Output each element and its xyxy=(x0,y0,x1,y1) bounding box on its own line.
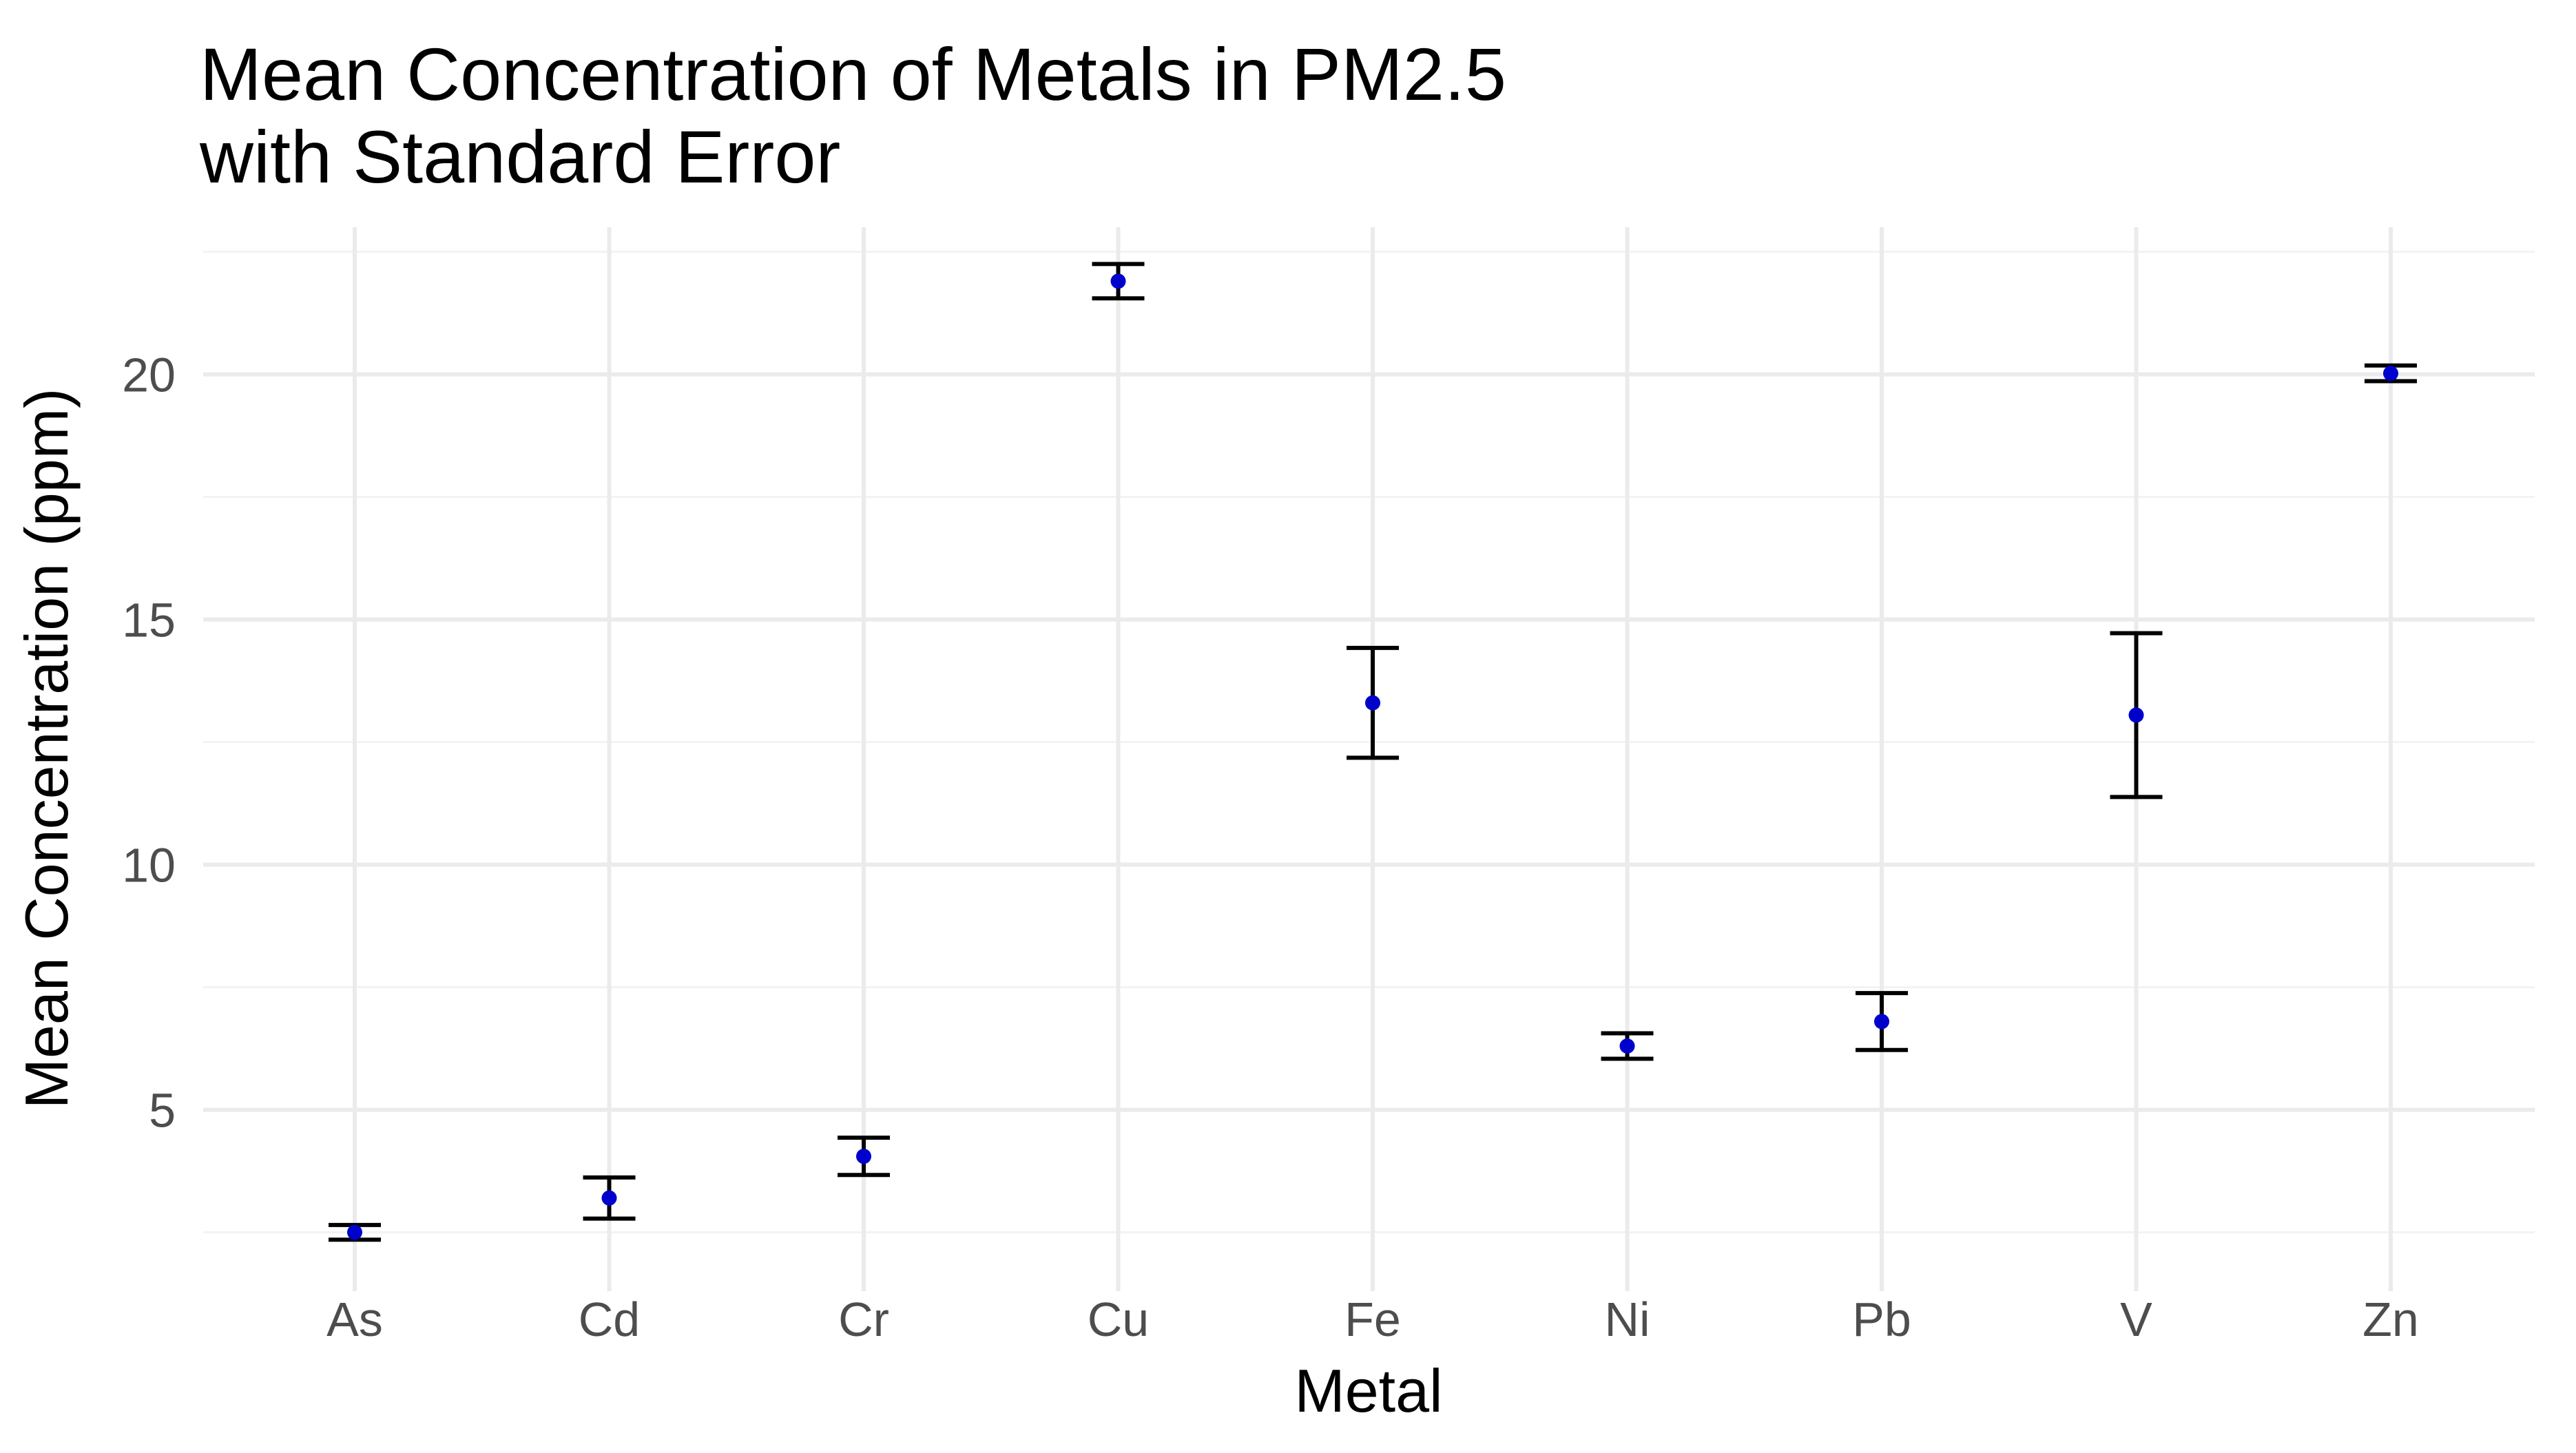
y-tick-label: 15 xyxy=(122,594,176,647)
y-axis-title: Mean Concentration (ppm) xyxy=(12,388,81,1109)
data-point-ni xyxy=(1619,1038,1635,1054)
chart-title: Mean Concentration of Metals in PM2.5wit… xyxy=(199,32,1506,198)
y-tick-label: 20 xyxy=(122,348,176,402)
x-tick-label-cd: Cd xyxy=(579,1293,640,1346)
data-point-as xyxy=(347,1224,362,1240)
x-tick-label-as: As xyxy=(326,1293,383,1346)
x-tick-label-pb: Pb xyxy=(1852,1293,1911,1346)
chart-title-line-1: Mean Concentration of Metals in PM2.5 xyxy=(200,32,1506,116)
data-point-pb xyxy=(1874,1014,1889,1029)
data-point-v xyxy=(2128,707,2144,723)
x-tick-label-ni: Ni xyxy=(1604,1293,1650,1346)
data-points xyxy=(347,273,2398,1240)
x-tick-label-cu: Cu xyxy=(1088,1293,1149,1346)
x-tick-label-zn: Zn xyxy=(2362,1293,2419,1346)
y-tick-label: 5 xyxy=(149,1084,176,1138)
data-point-cu xyxy=(1110,273,1126,289)
data-point-cd xyxy=(601,1190,617,1206)
chart-title-line-2: with Standard Error xyxy=(199,115,840,198)
data-point-fe xyxy=(1365,695,1380,711)
y-tick-label: 10 xyxy=(122,839,176,892)
x-tick-label-v: V xyxy=(2120,1293,2152,1346)
x-axis-title: Metal xyxy=(1294,1357,1442,1425)
y-tick-labels: 5 10 15 20 xyxy=(122,348,176,1138)
x-tick-label-cr: Cr xyxy=(838,1293,889,1346)
x-tick-labels: As Cd Cr Cu Fe Ni Pb V Zn xyxy=(326,1293,2419,1346)
data-point-cr xyxy=(856,1149,871,1164)
data-point-zn xyxy=(2383,366,2398,381)
x-tick-label-fe: Fe xyxy=(1344,1293,1401,1346)
